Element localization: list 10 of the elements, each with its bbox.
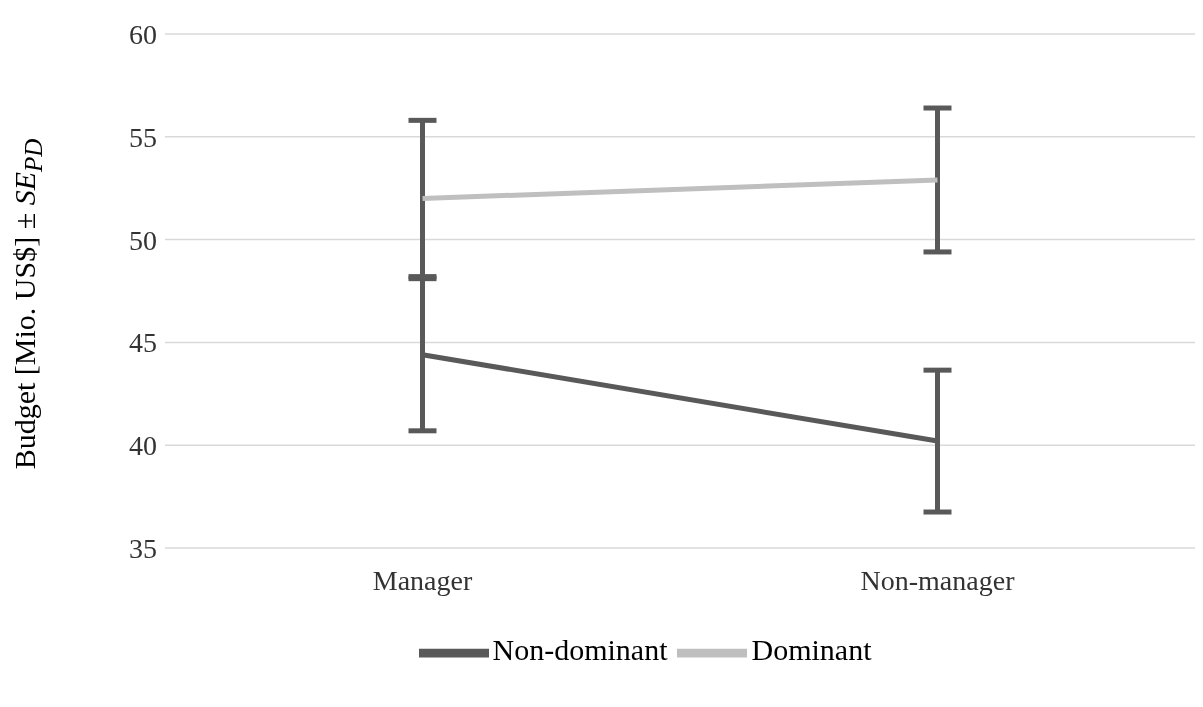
legend-label: Dominant xyxy=(751,632,872,666)
y-tick-label: 40 xyxy=(129,430,157,462)
y-tick-label: 45 xyxy=(129,327,157,359)
x-tick-label: Non-manager xyxy=(860,564,1016,596)
legend-label: Non-dominant xyxy=(492,632,668,666)
y-tick-label: 55 xyxy=(129,121,157,153)
y-tick-label: 50 xyxy=(129,224,157,256)
y-tick-label: 35 xyxy=(129,532,157,564)
x-tick-label: Manager xyxy=(372,564,473,596)
y-tick-label: 60 xyxy=(129,18,157,50)
